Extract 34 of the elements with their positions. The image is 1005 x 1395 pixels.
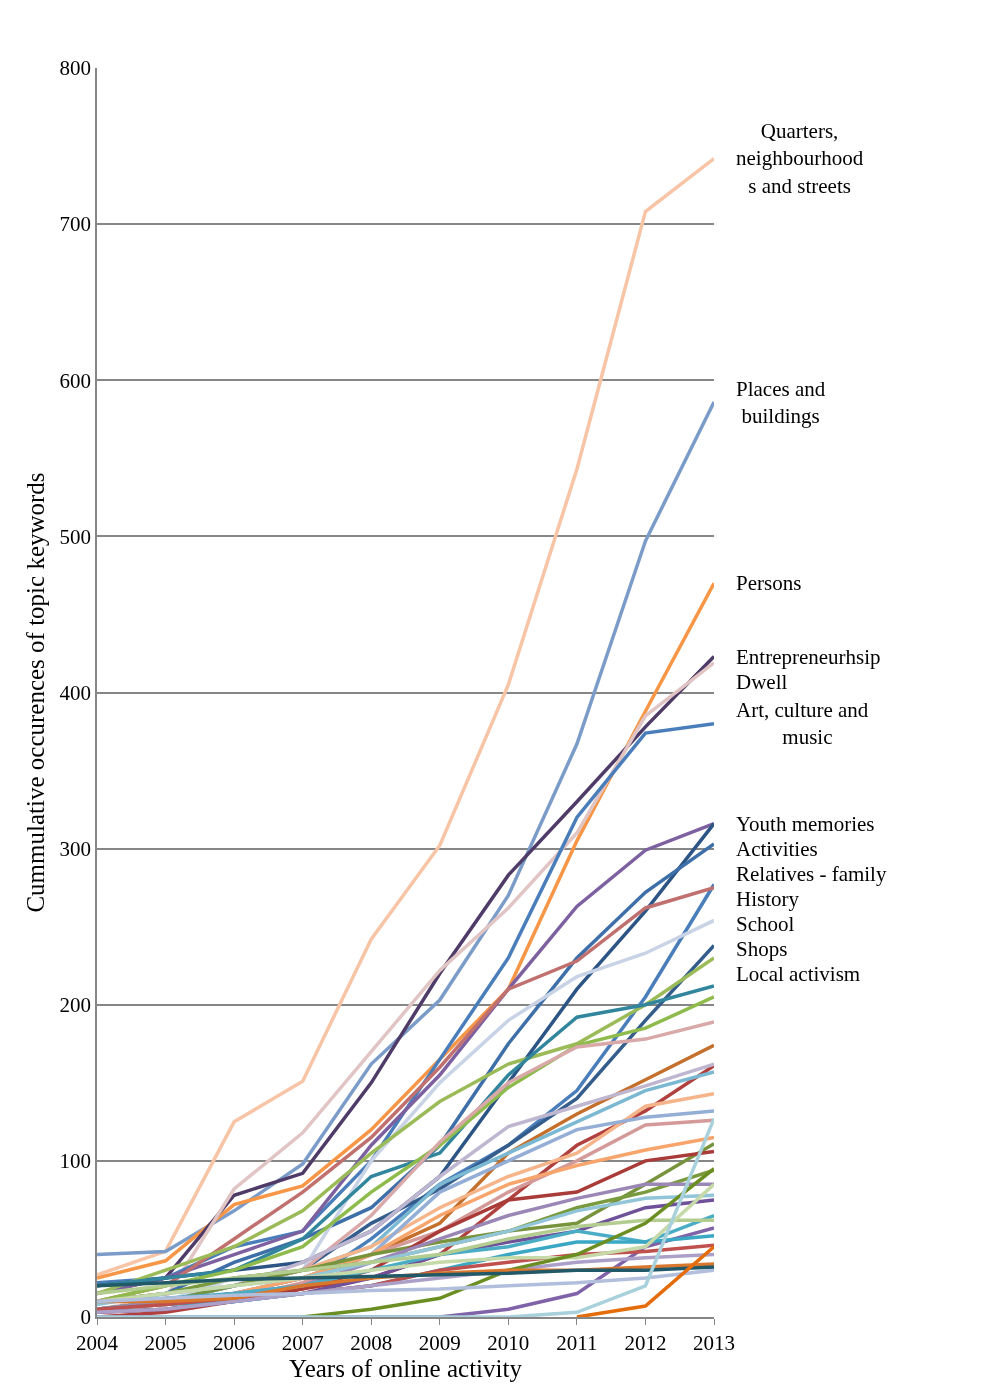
y-tick-label: 800 [59,56,92,81]
series-label: Youth memories [736,812,875,836]
x-tick-label: 2008 [350,1330,393,1355]
y-tick-label: 100 [59,1149,92,1174]
x-tick-label: 2006 [213,1330,256,1355]
series-label: Places and buildings [736,377,826,429]
x-tick-label: 2013 [693,1330,735,1355]
x-tick-label: 2012 [624,1330,667,1355]
x-tick-label: 2011 [556,1330,598,1355]
y-axis-title: Cummulative occurences of topic keywords [21,472,49,913]
series-label: Entrepreneurhsip [736,645,881,669]
x-tick-label: 2004 [76,1330,119,1355]
x-tick-label: 2009 [418,1330,461,1355]
series-label: History [736,887,800,911]
y-tick-label: 600 [59,368,92,393]
series-label: Local activism [736,962,861,986]
y-tick-label: 0 [80,1305,92,1330]
series-label: Art, culture and music [736,698,869,750]
x-tick-label: 2005 [144,1330,187,1355]
y-tick-label: 200 [59,993,92,1018]
series-label: Quarters, neighbourhood s and streets [736,119,864,198]
series-label: School [736,912,795,936]
series-label: Persons [736,571,802,595]
y-tick-label: 700 [59,212,92,237]
series-label: Relatives - family [736,862,887,886]
series-label: Shops [736,937,788,961]
y-tick-label: 400 [59,680,92,705]
x-axis-title: Years of online activity [289,1354,523,1382]
x-tick-label: 2007 [281,1330,324,1355]
series-label: Activities [736,837,818,861]
x-tick-label: 2010 [487,1330,530,1355]
y-tick-label: 500 [59,524,92,549]
y-tick-label: 300 [59,836,92,861]
series-label: Dwell [736,670,788,694]
